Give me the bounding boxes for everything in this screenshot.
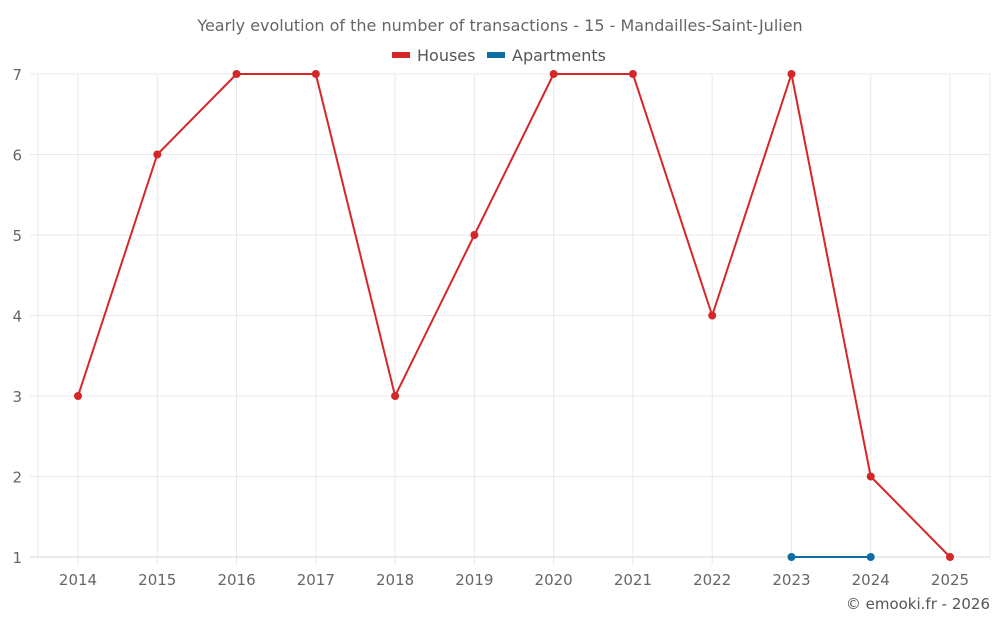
data-point[interactable]	[946, 553, 954, 561]
legend: Houses Apartments	[392, 46, 606, 65]
data-point[interactable]	[787, 553, 796, 561]
x-tick-label: 2023	[772, 571, 810, 589]
credit-text: © emooki.fr - 2026	[846, 595, 990, 613]
x-axis: 2014 2015 2016 2017 2018 2019 2020 2021 2022 2023…	[59, 571, 969, 589]
series-apartments	[787, 553, 875, 561]
x-tick-label: 2022	[693, 571, 731, 589]
series-layer	[74, 70, 954, 561]
x-tick-label: 2015	[138, 571, 176, 589]
data-point[interactable]	[628, 70, 637, 78]
data-point[interactable]	[549, 70, 558, 78]
series-line	[77, 73, 951, 558]
x-tick-label: 2018	[376, 571, 414, 589]
legend-label: Houses	[417, 46, 475, 65]
data-point[interactable]	[391, 392, 400, 400]
legend-label: Apartments	[512, 46, 606, 65]
data-point[interactable]	[866, 553, 875, 561]
y-tick-label: 3	[12, 388, 22, 406]
x-tick-label: 2021	[614, 571, 652, 589]
data-point[interactable]	[470, 231, 479, 239]
legend-item-houses[interactable]: Houses	[392, 46, 475, 65]
data-point[interactable]	[708, 311, 717, 320]
legend-swatch	[487, 52, 505, 58]
y-tick-label: 7	[12, 66, 22, 84]
x-tick-label: 2016	[217, 571, 255, 589]
series-houses	[74, 70, 954, 561]
y-tick-label: 6	[12, 147, 22, 165]
legend-swatch	[392, 52, 410, 58]
x-tick-label: 2020	[535, 571, 573, 589]
data-point[interactable]	[74, 392, 82, 400]
legend-item-apartments[interactable]: Apartments	[487, 46, 606, 65]
x-tick-label: 2014	[59, 571, 97, 589]
x-tick-label: 2024	[852, 571, 890, 589]
data-point[interactable]	[866, 472, 875, 481]
y-tick-label: 5	[12, 227, 22, 245]
x-tick-label: 2025	[931, 571, 969, 589]
y-tick-label: 4	[12, 308, 22, 326]
x-tick-label: 2019	[455, 571, 493, 589]
grid	[30, 73, 991, 565]
data-point[interactable]	[787, 70, 796, 78]
data-point[interactable]	[153, 150, 162, 159]
y-tick-label: 1	[12, 549, 22, 567]
data-point[interactable]	[311, 70, 320, 78]
y-axis: 1 2 3 4 5 6 7	[12, 66, 22, 567]
y-tick-label: 2	[12, 469, 22, 487]
x-tick-label: 2017	[297, 571, 335, 589]
chart-title: Yearly evolution of the number of transa…	[196, 16, 802, 35]
data-point[interactable]	[232, 70, 241, 78]
